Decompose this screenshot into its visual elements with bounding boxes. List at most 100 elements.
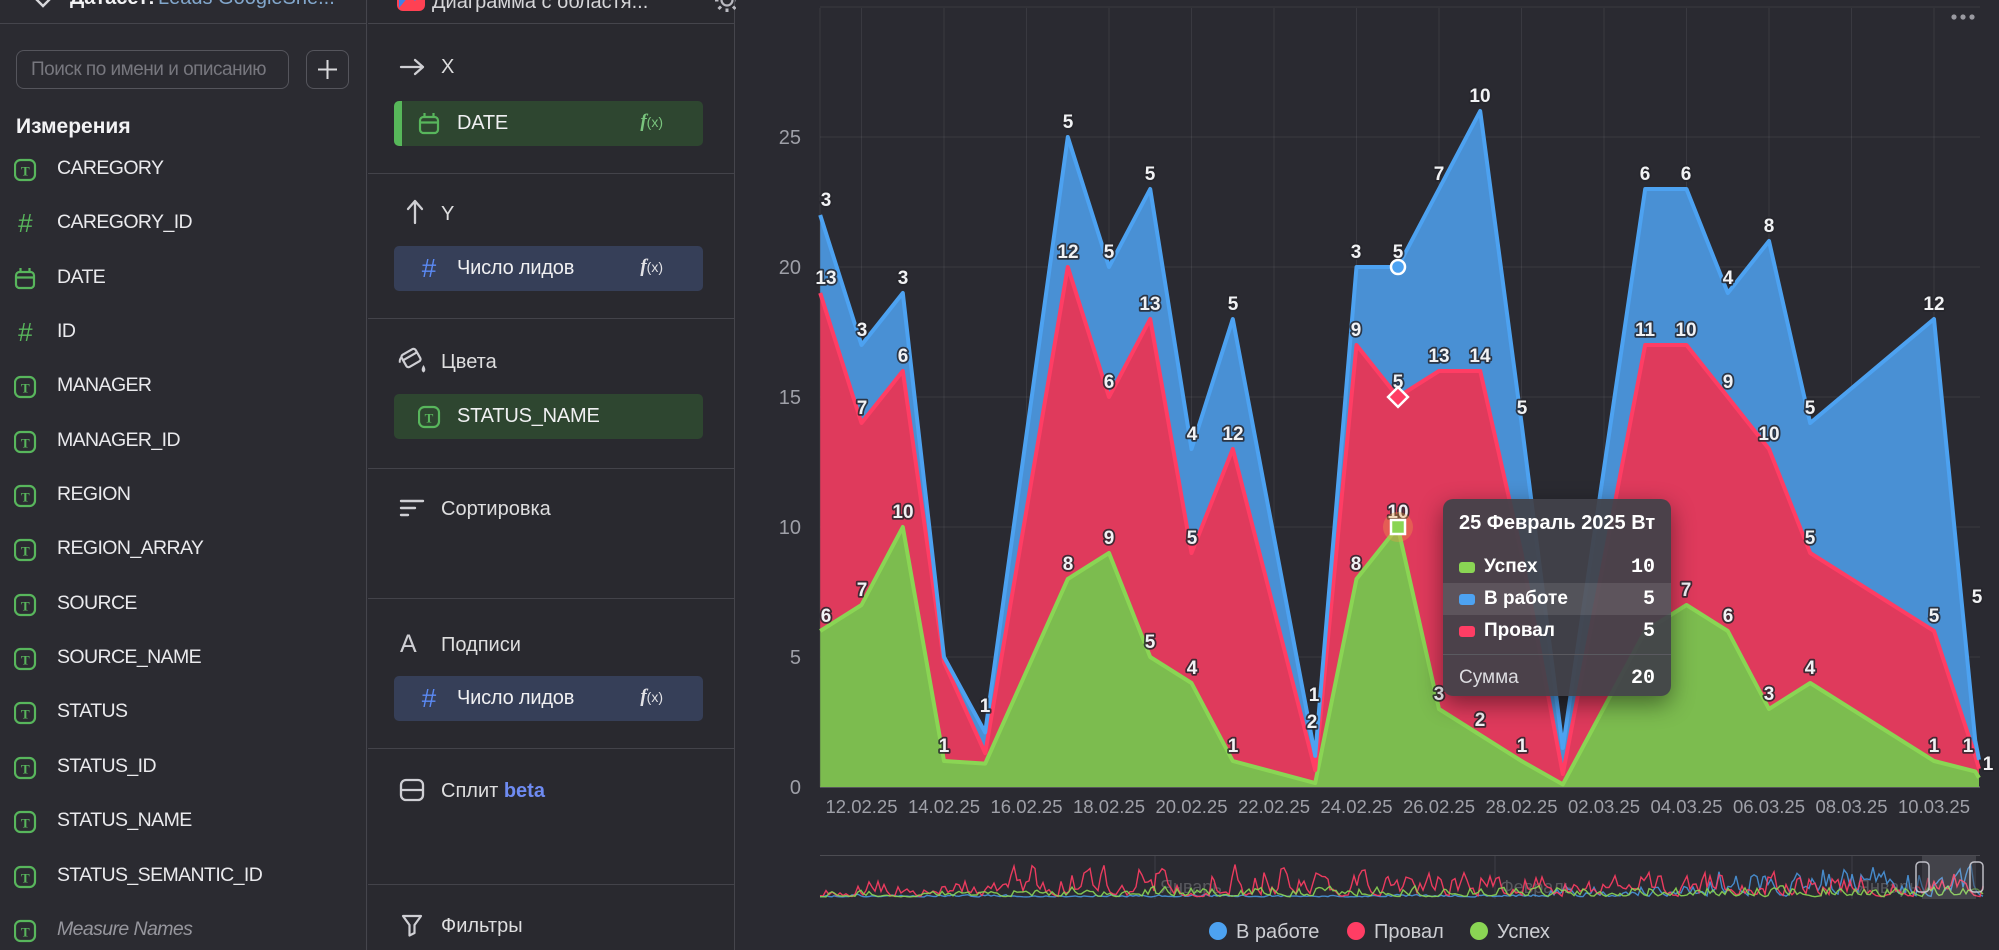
svg-text:8: 8 — [1063, 554, 1074, 575]
svg-text:02.03.25: 02.03.25 — [1568, 796, 1640, 817]
svg-text:T: T — [21, 436, 30, 451]
svg-text:3: 3 — [821, 190, 832, 211]
svg-text:T: T — [21, 762, 30, 777]
svg-text:#: # — [422, 683, 437, 713]
svg-text:5: 5 — [1805, 398, 1816, 419]
svg-text:7: 7 — [857, 580, 868, 601]
svg-text:9: 9 — [1104, 528, 1115, 549]
svg-text:5: 5 — [1805, 528, 1816, 549]
svg-text:3: 3 — [898, 268, 909, 289]
svg-text:5: 5 — [790, 647, 801, 669]
svg-text:12: 12 — [1222, 424, 1243, 445]
svg-text:1: 1 — [1309, 685, 1320, 706]
svg-text:T: T — [21, 653, 30, 668]
svg-text:15: 15 — [779, 387, 801, 409]
svg-text:4: 4 — [1187, 424, 1198, 445]
svg-text:4: 4 — [1723, 268, 1734, 289]
svg-text:06.03.25: 06.03.25 — [1733, 796, 1805, 817]
svg-text:10: 10 — [892, 502, 913, 523]
svg-text:6: 6 — [898, 346, 909, 367]
svg-text:13: 13 — [1428, 346, 1449, 367]
svg-text:25: 25 — [779, 127, 801, 149]
svg-text:13: 13 — [815, 268, 836, 289]
svg-text:5: 5 — [1145, 632, 1156, 653]
svg-text:20: 20 — [779, 257, 801, 279]
svg-text:4: 4 — [1805, 658, 1816, 679]
svg-text:В работе: В работе — [1236, 921, 1319, 943]
svg-text:10: 10 — [1469, 86, 1490, 107]
svg-text:7: 7 — [1434, 164, 1445, 185]
svg-text:5: 5 — [1063, 112, 1074, 133]
svg-text:8: 8 — [1764, 216, 1775, 237]
svg-text:2: 2 — [1307, 712, 1318, 733]
svg-text:Провал: Провал — [1374, 921, 1444, 943]
svg-text:1: 1 — [939, 736, 950, 757]
svg-text:7: 7 — [857, 398, 868, 419]
svg-text:4: 4 — [1187, 658, 1198, 679]
svg-text:5: 5 — [1145, 164, 1156, 185]
svg-text:T: T — [21, 490, 30, 505]
svg-text:5: 5 — [1517, 398, 1528, 419]
svg-text:1: 1 — [1228, 736, 1239, 757]
svg-text:T: T — [21, 871, 30, 886]
svg-text:1: 1 — [980, 696, 991, 717]
svg-text:1: 1 — [1517, 736, 1528, 757]
svg-text:08.03.25: 08.03.25 — [1815, 796, 1887, 817]
svg-text:T: T — [21, 925, 30, 940]
svg-text:12: 12 — [1057, 242, 1078, 263]
svg-text:1: 1 — [1983, 754, 1994, 775]
svg-text:14: 14 — [1469, 346, 1491, 367]
svg-text:3: 3 — [1764, 684, 1775, 705]
svg-text:6: 6 — [1104, 372, 1115, 393]
svg-text:5: 5 — [1929, 606, 1940, 627]
svg-text:04.03.25: 04.03.25 — [1650, 796, 1722, 817]
svg-text:9: 9 — [1723, 372, 1734, 393]
svg-text:2: 2 — [1475, 710, 1486, 731]
svg-text:6: 6 — [1723, 606, 1734, 627]
svg-text:10: 10 — [1758, 424, 1779, 445]
svg-text:3: 3 — [857, 320, 868, 341]
svg-text:10.03.25: 10.03.25 — [1898, 796, 1970, 817]
svg-text:T: T — [21, 381, 30, 396]
svg-text:5: 5 — [1187, 528, 1198, 549]
svg-text:5: 5 — [1393, 242, 1404, 263]
svg-text:T: T — [425, 411, 434, 426]
svg-text:#: # — [18, 317, 33, 347]
svg-text:10: 10 — [1675, 320, 1696, 341]
svg-text:26.02.25: 26.02.25 — [1403, 796, 1475, 817]
svg-text:T: T — [21, 599, 30, 614]
svg-text:5: 5 — [1228, 294, 1239, 315]
svg-text:5: 5 — [1104, 242, 1115, 263]
svg-text:3: 3 — [1351, 242, 1362, 263]
svg-text:#: # — [18, 208, 33, 238]
svg-text:22.02.25: 22.02.25 — [1238, 796, 1310, 817]
svg-text:T: T — [21, 544, 30, 559]
svg-text:28.02.25: 28.02.25 — [1485, 796, 1557, 817]
svg-text:11: 11 — [1635, 320, 1656, 341]
svg-text:T: T — [21, 707, 30, 722]
svg-text:Успех: Успех — [1497, 921, 1550, 943]
svg-text:9: 9 — [1351, 320, 1362, 341]
svg-text:T: T — [21, 164, 30, 179]
svg-text:20.02.25: 20.02.25 — [1155, 796, 1227, 817]
svg-text:16.02.25: 16.02.25 — [990, 796, 1062, 817]
svg-text:14.02.25: 14.02.25 — [908, 796, 980, 817]
svg-text:5: 5 — [1393, 372, 1404, 393]
svg-text:5: 5 — [1972, 587, 1983, 608]
svg-text:0: 0 — [790, 777, 801, 799]
svg-text:1: 1 — [1929, 736, 1940, 757]
svg-text:#: # — [422, 253, 437, 283]
svg-text:6: 6 — [821, 606, 832, 627]
svg-text:1: 1 — [1963, 736, 1974, 757]
svg-text:18.02.25: 18.02.25 — [1073, 796, 1145, 817]
svg-text:T: T — [21, 816, 30, 831]
svg-text:12.02.25: 12.02.25 — [825, 796, 897, 817]
svg-text:7: 7 — [1681, 580, 1692, 601]
svg-text:10: 10 — [779, 517, 801, 539]
svg-text:6: 6 — [1681, 164, 1692, 185]
svg-text:3: 3 — [1434, 684, 1445, 705]
svg-text:8: 8 — [1351, 554, 1362, 575]
svg-text:12: 12 — [1923, 294, 1944, 315]
svg-text:13: 13 — [1139, 294, 1160, 315]
svg-text:24.02.25: 24.02.25 — [1320, 796, 1392, 817]
